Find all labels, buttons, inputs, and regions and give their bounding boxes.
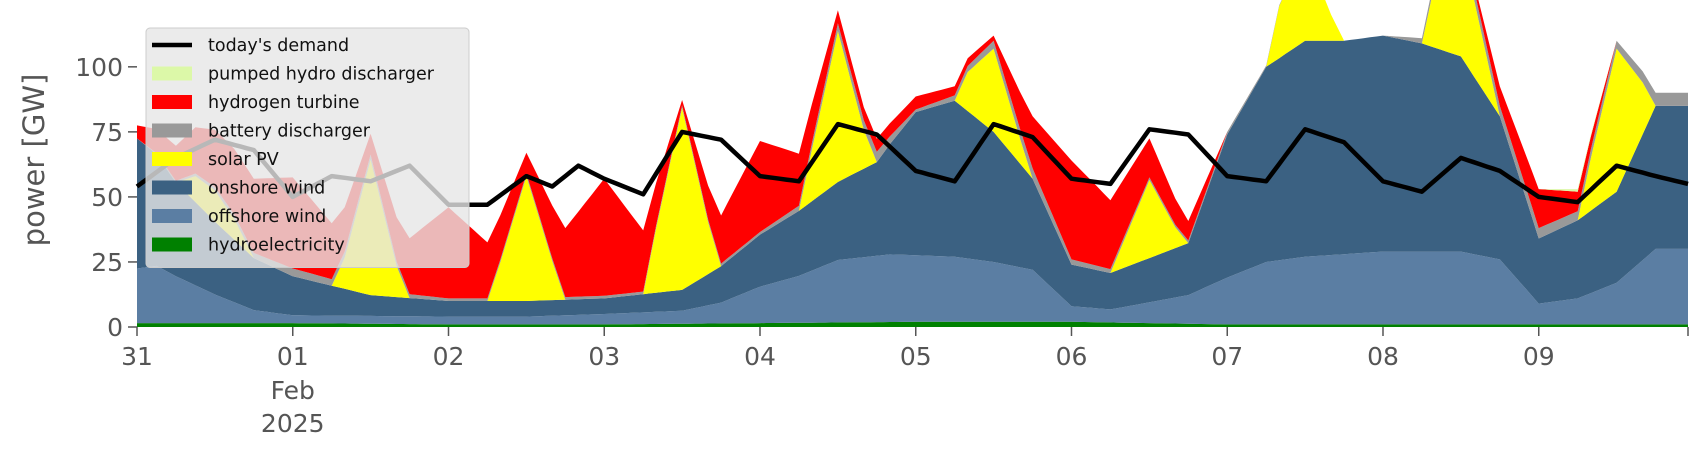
legend-label-onshore-wind: onshore wind: [208, 179, 325, 199]
y-tick-label: 0: [107, 313, 123, 342]
x-tick-label: 07: [1211, 342, 1243, 371]
x-tick-sublabel: 2025: [261, 409, 325, 438]
x-tick-label: 04: [744, 342, 776, 371]
area-hydroelectricity: [137, 321, 1688, 327]
y-tick-label: 25: [91, 248, 123, 277]
area-battery-discharger: [137, 0, 1688, 301]
axes: 0 25 50 75 100 31 01 Feb 2025 02 03 04 05 06 07 08 09: [75, 53, 1689, 438]
x-tick-label: 05: [900, 342, 932, 371]
area-onshore-wind: [137, 35, 1688, 317]
legend-swatch-solar-pv: [152, 152, 192, 166]
area-solar-pv: [137, 0, 1688, 301]
x-tick-label: 06: [1056, 342, 1088, 371]
legend-label-today-s-demand: today's demand: [208, 36, 349, 56]
x-tick-sublabel: Feb: [271, 376, 315, 405]
legend-label-pumped-hydro-discharger: pumped hydro discharger: [208, 65, 435, 85]
legend-swatch-onshore-wind: [152, 180, 192, 195]
legend-box: [145, 27, 470, 268]
legend-swatch-offshore-wind: [152, 209, 192, 223]
legend: today's demand pumped hydro discharger hyd…: [145, 27, 470, 268]
x-tick-label: 01: [277, 342, 309, 371]
x-tick-label: 09: [1523, 342, 1555, 371]
legend-swatch-hydroelectricity: [152, 237, 192, 252]
series-areas: [137, 0, 1688, 327]
y-tick-label: 50: [91, 183, 123, 212]
legend-label-hydroelectricity: hydroelectricity: [208, 236, 345, 256]
x-tick-label: 31: [121, 342, 153, 371]
x-tick-label: 02: [433, 342, 465, 371]
legend-label-solar-pv: solar PV: [208, 150, 279, 170]
legend-label-hydrogen-turbine: hydrogen turbine: [208, 93, 360, 113]
area-offshore-wind: [137, 248, 1688, 325]
legend-swatch-battery-discharger: [152, 123, 192, 138]
legend-label-offshore-wind: offshore wind: [208, 207, 326, 227]
x-tick-label: 08: [1367, 342, 1399, 371]
y-axis-title: power [GW]: [17, 74, 51, 247]
x-tick-label: 03: [588, 342, 620, 371]
y-tick-label: 100: [75, 53, 123, 82]
legend-label-battery-discharger: battery discharger: [208, 122, 371, 142]
y-tick-label: 75: [91, 118, 123, 147]
legend-swatch-hydrogen-turbine: [152, 95, 192, 109]
legend-swatch-pumped-hydro-discharger: [152, 66, 192, 81]
